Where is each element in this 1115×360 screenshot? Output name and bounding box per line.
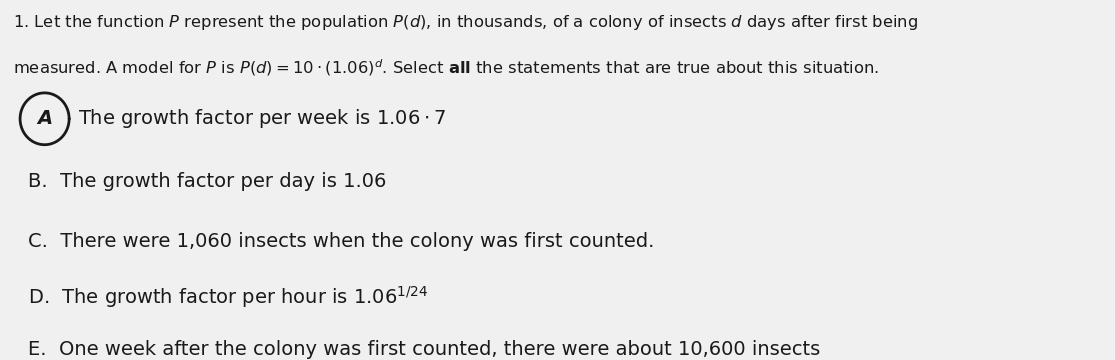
Text: The growth factor per week is $1.06 \cdot 7$: The growth factor per week is $1.06 \cdo… [78,107,446,130]
Text: A: A [37,109,52,128]
Text: measured. A model for $P$ is $P(d) = 10 \cdot (1.06)^d$. Select $\bf{all}$ the s: measured. A model for $P$ is $P(d) = 10 … [13,58,880,78]
Text: 1. Let the function $P$ represent the population $P(d)$, in thousands, of a colo: 1. Let the function $P$ represent the po… [13,13,919,32]
Text: C.  There were 1,060 insects when the colony was first counted.: C. There were 1,060 insects when the col… [28,232,655,251]
Text: B.  The growth factor per day is 1.06: B. The growth factor per day is 1.06 [28,172,386,191]
Text: D.  The growth factor per hour is $1.06^{1/24}$: D. The growth factor per hour is $1.06^{… [28,284,428,310]
Text: E.  One week after the colony was first counted, there were about 10,600 insects: E. One week after the colony was first c… [28,340,821,359]
